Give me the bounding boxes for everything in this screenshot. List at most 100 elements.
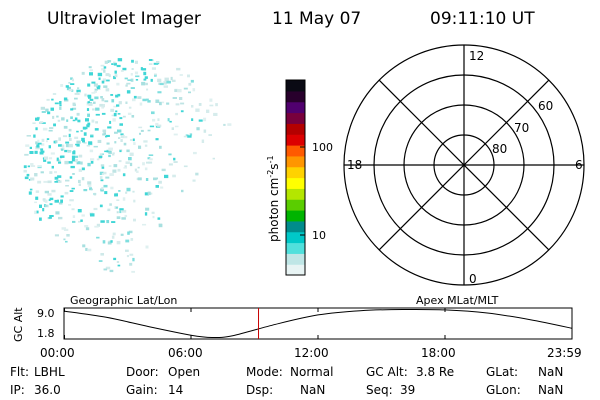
image-pixel xyxy=(88,141,93,145)
image-pixel xyxy=(52,93,57,95)
image-pixel xyxy=(30,177,35,181)
image-pixel xyxy=(101,112,106,115)
image-pixel xyxy=(34,210,37,215)
image-pixel xyxy=(122,115,126,118)
mlt-label-0: 0 xyxy=(469,272,477,286)
image-pixel xyxy=(121,217,126,220)
image-pixel xyxy=(64,160,69,165)
polar-grid xyxy=(343,44,585,286)
image-pixel xyxy=(84,93,87,97)
image-pixel xyxy=(142,162,145,166)
image-pixel xyxy=(121,134,125,139)
image-pixel xyxy=(139,132,141,135)
image-pixel xyxy=(59,155,63,159)
door-value: Open xyxy=(168,365,200,379)
image-pixel xyxy=(94,225,99,228)
image-pixel xyxy=(58,144,63,147)
colorbar: 100 10 photon cm-2s-1 xyxy=(266,79,333,276)
image-pixel xyxy=(147,100,151,103)
image-pixel xyxy=(71,208,75,211)
image-pixel xyxy=(99,153,103,157)
image-pixel xyxy=(185,134,189,136)
image-pixel xyxy=(119,208,124,211)
image-pixel xyxy=(100,64,105,67)
image-pixel xyxy=(82,126,87,130)
image-pixel xyxy=(65,185,69,187)
image-pixel xyxy=(145,207,150,211)
image-pixel xyxy=(49,215,54,217)
image-pixel xyxy=(124,77,128,80)
image-pixel xyxy=(85,247,88,251)
image-pixel xyxy=(93,83,98,87)
image-pixel xyxy=(76,140,81,144)
image-pixel xyxy=(77,209,82,213)
image-pixel xyxy=(183,165,188,168)
image-pixel xyxy=(181,189,184,193)
image-pixel xyxy=(168,153,172,156)
image-pixel xyxy=(55,140,58,143)
image-pixel xyxy=(71,158,75,162)
colorbar-cell xyxy=(286,188,305,200)
image-pixel xyxy=(100,188,104,192)
image-pixel xyxy=(30,165,36,167)
image-pixel xyxy=(175,103,180,106)
image-pixel xyxy=(113,61,116,64)
image-pixel xyxy=(129,162,133,167)
image-pixel xyxy=(99,204,103,208)
image-pixel xyxy=(152,215,155,219)
colorbar-cell xyxy=(286,101,305,114)
image-pixel xyxy=(149,192,153,195)
image-pixel xyxy=(93,192,97,196)
image-pixel xyxy=(105,176,110,179)
image-pixel xyxy=(119,117,123,120)
image-pixel xyxy=(101,98,105,102)
image-pixel xyxy=(191,118,194,121)
image-pixel xyxy=(159,145,162,149)
colorbar-cell xyxy=(286,220,305,233)
image-pixel xyxy=(116,64,121,68)
image-pixel xyxy=(78,220,81,223)
image-pixel xyxy=(29,188,33,191)
image-pixel xyxy=(114,193,118,197)
image-pixel xyxy=(97,139,102,143)
image-pixel xyxy=(145,178,149,181)
image-pixel xyxy=(41,111,46,113)
image-pixel xyxy=(183,87,188,90)
lat-label-70: 70 xyxy=(514,121,529,135)
image-pixel xyxy=(61,227,66,230)
image-pixel xyxy=(180,102,185,105)
image-pixel xyxy=(135,79,139,81)
image-pixel xyxy=(153,177,157,181)
image-pixel xyxy=(77,119,81,123)
image-pixel xyxy=(130,238,134,241)
image-pixel xyxy=(96,85,101,88)
image-pixel xyxy=(144,76,148,79)
image-pixel xyxy=(83,132,87,136)
image-pixel xyxy=(71,78,74,82)
image-pixel xyxy=(168,163,173,166)
image-pixel xyxy=(61,117,65,121)
image-pixel xyxy=(131,59,134,63)
image-pixel xyxy=(33,134,36,138)
image-pixel xyxy=(37,165,42,168)
image-pixel xyxy=(128,157,132,161)
image-pixel xyxy=(87,101,90,104)
image-pixel xyxy=(112,169,117,173)
image-pixel xyxy=(106,79,110,82)
image-pixel xyxy=(40,171,44,174)
image-pixel xyxy=(215,103,218,107)
image-pixel xyxy=(80,161,83,165)
image-pixel xyxy=(51,98,54,101)
image-pixel xyxy=(126,90,131,94)
image-pixel xyxy=(123,142,127,146)
image-pixel xyxy=(118,137,121,139)
image-pixel xyxy=(42,127,48,131)
image-pixel xyxy=(162,101,165,104)
image-pixel xyxy=(106,142,110,145)
gcalt-label: GC Alt: xyxy=(366,365,408,379)
image-pixel xyxy=(132,190,135,193)
image-pixel xyxy=(23,165,27,169)
image-pixel xyxy=(76,161,81,165)
image-pixel xyxy=(48,217,52,219)
image-pixel xyxy=(65,179,70,182)
